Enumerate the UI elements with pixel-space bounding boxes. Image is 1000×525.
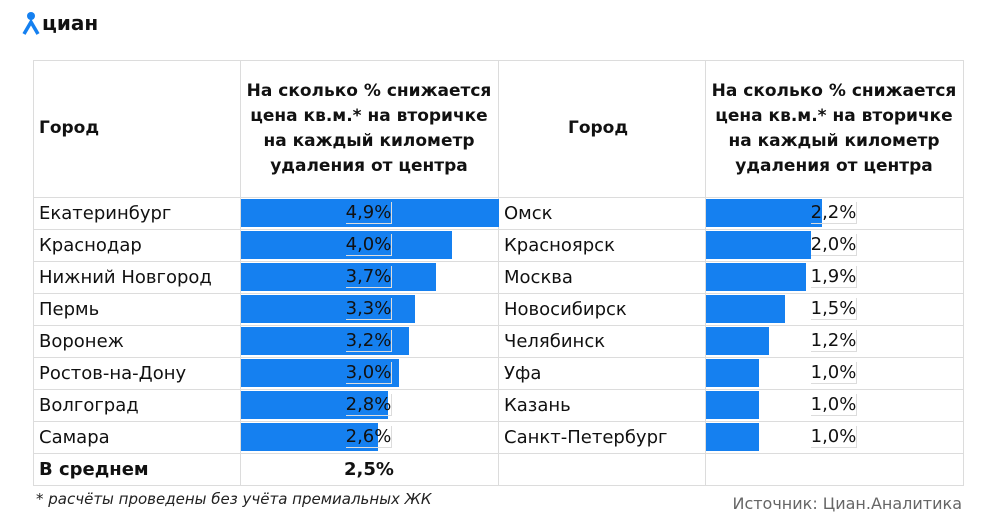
bar [706,327,770,355]
bar [706,391,759,419]
value-label: 2,0% [810,234,858,256]
city: Самара [33,421,241,454]
logo-icon [22,12,40,35]
value-label: 1,0% [810,394,858,416]
bar [241,359,399,387]
value-label: 1,5% [810,298,858,320]
bar [706,263,807,291]
value-cell: 2,0% [705,229,964,262]
header-city: Город [498,60,706,198]
value-label: 3,3% [345,298,393,320]
table: Город На сколько % снижается цена кв.м.* … [33,60,964,486]
value-cell: 3,0% [240,357,499,390]
value-cell [705,453,964,486]
value-cell: 3,2% [240,325,499,358]
value-cell: 3,7% [240,261,499,294]
city: Омск [498,197,706,230]
value-cell: 2,2% [705,197,964,230]
value-label: 4,9% [345,202,393,224]
city: Санкт-Петербург [498,421,706,454]
city: Краснодар [33,229,241,262]
value-cell: 1,0% [705,421,964,454]
value-cell: 4,9% [240,197,499,230]
bar [241,263,436,291]
header-city: Город [33,60,241,198]
city: Нижний Новгород [33,261,241,294]
city: Пермь [33,293,241,326]
value-label: 1,0% [810,426,858,448]
city [498,453,706,486]
value-cell: 1,2% [705,325,964,358]
bar [241,391,389,419]
footnote: * расчёты проведены без учёта премиальны… [36,490,432,508]
city: Красноярск [498,229,706,262]
value-label: 2,6% [345,426,393,448]
value-label: 2,8% [345,394,393,416]
header-value: На сколько % снижается цена кв.м.* на вт… [240,60,499,198]
value-label: 3,2% [345,330,393,352]
bar [241,295,415,323]
value-cell: 4,0% [240,229,499,262]
city: Казань [498,389,706,422]
city: Челябинск [498,325,706,358]
bar [241,199,499,227]
bar [706,295,785,323]
city: Волгоград [33,389,241,422]
logo: циан [22,8,98,38]
value-label: 4,0% [345,234,393,256]
value-label: 2,2% [810,202,858,224]
value-cell: 3,3% [240,293,499,326]
city: Ростов-на-Дону [33,357,241,390]
value-cell: 1,9% [705,261,964,294]
city: Москва [498,261,706,294]
bar [241,231,452,259]
value-label: 3,7% [345,266,393,288]
value-cell: 1,0% [705,389,964,422]
bar [241,423,378,451]
value-cell: 1,5% [705,293,964,326]
value-label: 1,2% [810,330,858,352]
value-label: 3,0% [345,362,393,384]
logo-text: циан [42,11,99,35]
city: В среднем [33,453,241,486]
value-cell: 2,8% [240,389,499,422]
value-label: 1,9% [810,266,858,288]
value-label: 1,0% [810,362,858,384]
bar [241,327,410,355]
value-cell: 2,6% [240,421,499,454]
bar [706,423,759,451]
bar [706,231,812,259]
bar [706,199,822,227]
city: Уфа [498,357,706,390]
city: Новосибирск [498,293,706,326]
source: Источник: Циан.Аналитика [732,494,962,513]
city: Екатеринбург [33,197,241,230]
header-value: На сколько % снижается цена кв.м.* на вт… [705,60,964,198]
bar [706,359,759,387]
value-cell: 2,5% [240,453,499,486]
value-cell: 1,0% [705,357,964,390]
city: Воронеж [33,325,241,358]
